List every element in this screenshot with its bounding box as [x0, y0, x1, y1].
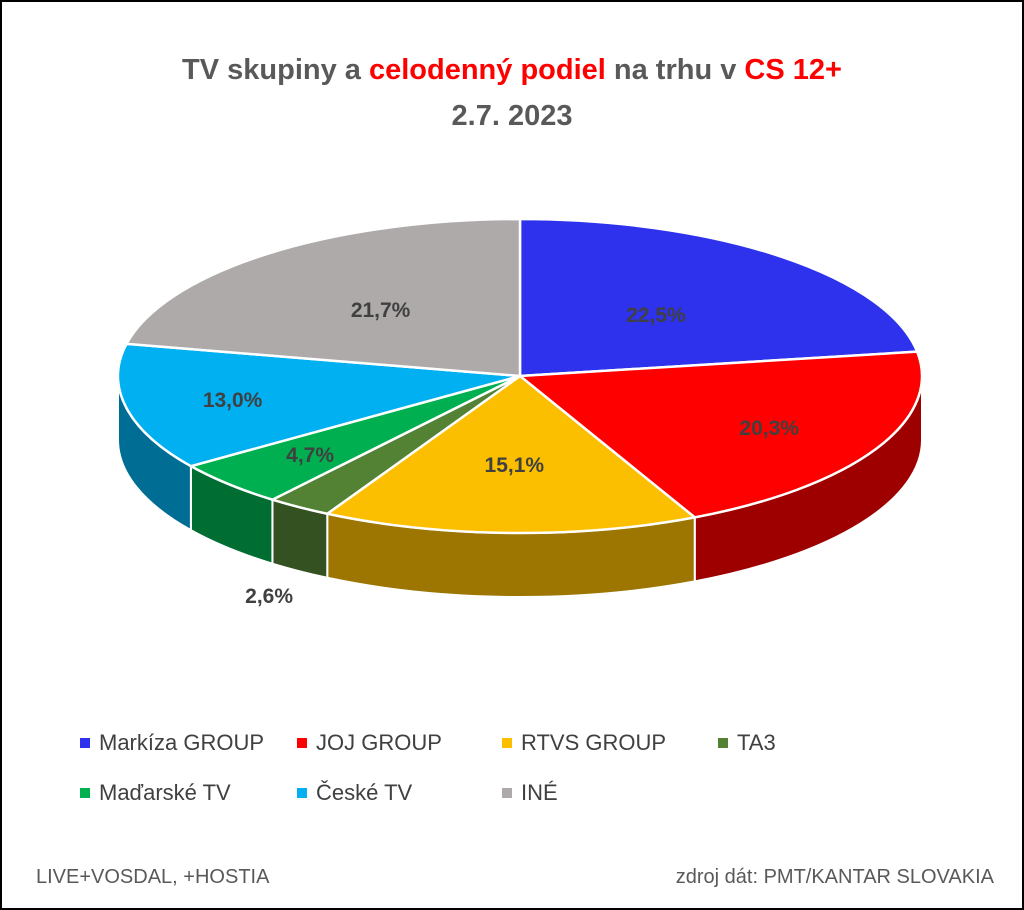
- title-part-1: TV skupiny a: [182, 54, 369, 86]
- legend-label: Maďarské TV: [99, 780, 231, 805]
- legend-label: JOJ GROUP: [316, 730, 442, 755]
- title-part-3: na trhu v: [605, 54, 745, 86]
- legend-label: RTVS GROUP: [521, 730, 667, 755]
- data-label-1: 20,3%: [739, 417, 799, 440]
- data-label-4: 4,7%: [286, 444, 334, 467]
- legend-label: INÉ: [521, 780, 558, 805]
- legend-label: TA3: [737, 730, 776, 755]
- title-part-4: CS 12+: [744, 54, 842, 86]
- data-label-6: 21,7%: [351, 299, 411, 322]
- pie-slice-0: [518, 217, 919, 378]
- legend-swatch: [718, 738, 728, 748]
- pie-slice-1: [518, 350, 924, 519]
- legend-swatch: [80, 788, 90, 798]
- legend-swatch: [297, 738, 307, 748]
- data-label-0: 22,5%: [626, 304, 686, 327]
- legend-swatch: [297, 788, 307, 798]
- data-label-2: 15,1%: [485, 454, 545, 477]
- legend-item-markiza: Markíza GROUP: [80, 730, 264, 756]
- legend-label: České TV: [316, 780, 413, 805]
- pie-side-walls: [117, 375, 923, 598]
- legend-label: Markíza GROUP: [99, 730, 265, 755]
- data-label-3: 2,6%: [245, 585, 293, 608]
- chart-subtitle-date: 2.7. 2023: [451, 100, 573, 132]
- title-part-2: celodenný podiel: [368, 54, 606, 86]
- pie-slice-6: [125, 217, 522, 378]
- footer-source: zdroj dát: PMT/KANTAR SLOVAKIA: [675, 866, 994, 888]
- legend-swatch: [502, 788, 512, 798]
- legend-item-joj: JOJ GROUP: [297, 730, 442, 756]
- legend-item-ine: INÉ: [502, 780, 558, 806]
- legend-item-ta3: TA3: [718, 730, 776, 756]
- pie-slice-5: [116, 342, 522, 468]
- chart-title: TV skupiny a celodenný podiel na trhu v …: [2, 54, 1022, 87]
- legend-swatch: [80, 738, 90, 748]
- pie-slice-2: [326, 374, 696, 535]
- pie-data-labels: 22,5% 20,3% 15,1% 2,6% 4,7% 13,0% 21,7%: [203, 299, 799, 608]
- legend-item-madarske: Maďarské TV: [80, 780, 231, 806]
- legend: Markíza GROUP JOJ GROUP RTVS GROUP TA3 M…: [2, 730, 1022, 820]
- pie-top-faces: [116, 217, 924, 535]
- footer-left-note: LIVE+VOSDAL, +HOSTIA: [36, 866, 270, 888]
- legend-item-ceske: České TV: [297, 780, 412, 806]
- legend-item-rtvs: RTVS GROUP: [502, 730, 666, 756]
- legend-swatch: [502, 738, 512, 748]
- data-label-5: 13,0%: [203, 389, 263, 412]
